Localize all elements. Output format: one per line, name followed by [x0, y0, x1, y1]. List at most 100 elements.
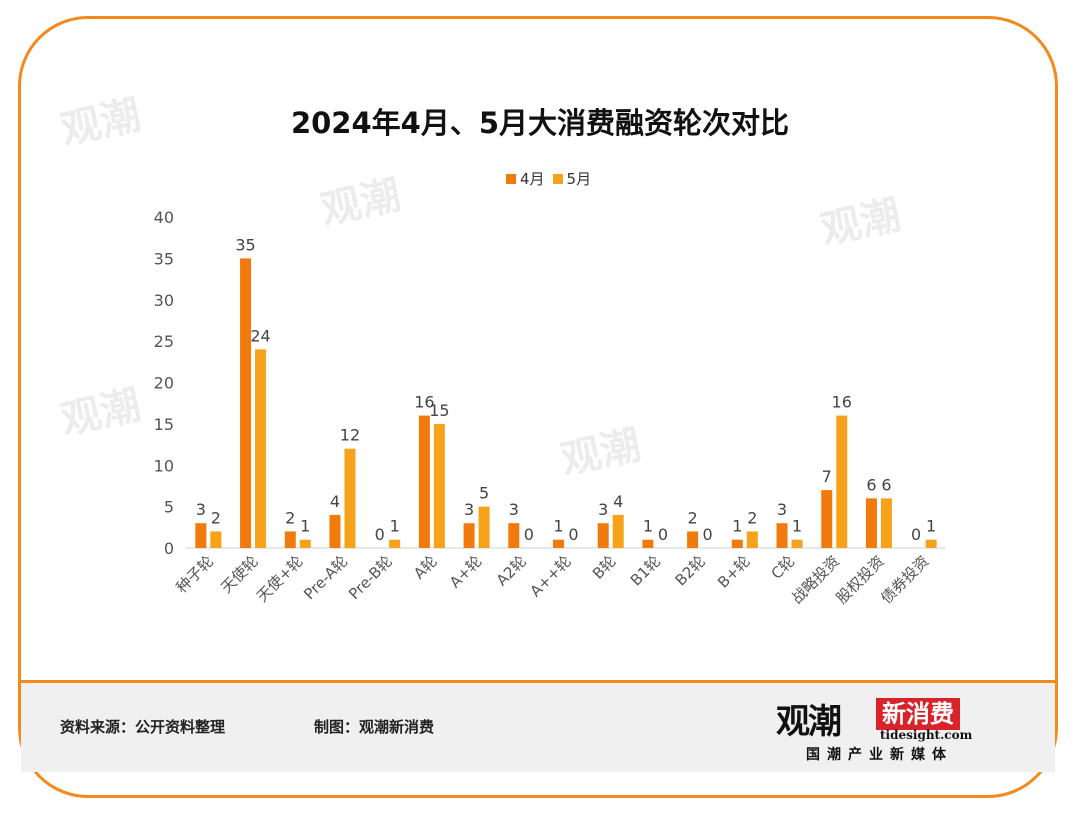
bar-april: [865, 498, 877, 548]
y-tick-label: 25: [154, 332, 174, 351]
x-tick-label: A+轮: [446, 552, 485, 591]
x-tick-label: 战略投资: [788, 552, 843, 607]
x-tick-label: B2轮: [672, 552, 709, 589]
bar-may: [478, 506, 490, 548]
data-label: 3: [509, 500, 519, 519]
bar-april: [240, 258, 252, 548]
y-tick-label: 0: [164, 539, 174, 558]
data-label: 1: [926, 517, 936, 536]
y-tick-label: 30: [154, 291, 174, 310]
bar-may: [836, 415, 848, 548]
x-tick-label: 债券投资: [877, 552, 932, 607]
legend-swatch-april: [506, 173, 516, 184]
x-tick-label: 天使+轮: [253, 552, 306, 605]
bar-april: [731, 539, 743, 548]
data-label: 0: [524, 525, 534, 544]
data-label: 24: [250, 326, 270, 345]
maker-note: 制图：观潮新消费: [314, 718, 435, 736]
legend: 4月 5月: [506, 168, 591, 189]
y-tick-label: 5: [164, 498, 174, 517]
data-label: 2: [211, 508, 221, 527]
x-tick-label: C轮: [768, 552, 799, 583]
data-label: 3: [598, 500, 608, 519]
data-label: 1: [792, 517, 802, 536]
bar-april: [195, 523, 207, 548]
x-tick-label: 股权投资: [833, 552, 888, 607]
data-label: 1: [643, 517, 653, 536]
logo-url: tidesight.com: [880, 728, 973, 742]
y-tick-label: 20: [154, 374, 174, 393]
logo-main-text: 观潮: [776, 702, 842, 742]
data-label: 0: [568, 525, 578, 544]
bar-may: [746, 531, 758, 548]
bar-may: [880, 498, 892, 548]
bar-may: [791, 539, 803, 548]
data-label: 1: [553, 517, 563, 536]
chart-frame: [18, 16, 1058, 798]
x-tick-label: Pre-B轮: [345, 552, 396, 603]
data-label: 2: [747, 508, 757, 527]
bar-may: [433, 423, 445, 548]
data-label: 15: [429, 401, 449, 420]
legend-item-may: 5月: [552, 168, 592, 189]
bar-april: [463, 523, 475, 548]
data-label: 0: [703, 525, 713, 544]
data-label: 6: [881, 475, 891, 494]
bar-april: [687, 531, 699, 548]
legend-item-april: 4月: [506, 168, 545, 189]
brand-logo: 观潮 新消费 tidesight.com 国潮产业新媒体: [776, 694, 1006, 766]
bar-april: [418, 415, 430, 548]
data-label: 3: [777, 500, 787, 519]
data-label: 4: [613, 492, 623, 511]
bar-april: [284, 531, 296, 548]
data-label: 0: [375, 525, 385, 544]
y-tick-label: 15: [154, 415, 174, 434]
y-tick-label: 40: [154, 208, 174, 227]
data-label: 0: [658, 525, 668, 544]
data-label: 5: [479, 484, 489, 503]
x-tick-label: A轮: [410, 552, 441, 583]
data-label: 35: [235, 235, 255, 254]
x-tick-label: A++轮: [526, 552, 574, 600]
x-tick-label: B轮: [589, 552, 620, 583]
data-label: 16: [414, 393, 434, 412]
data-label: 1: [390, 517, 400, 536]
bar-may: [210, 531, 222, 548]
chart-title: 2024年4月、5月大消费融资轮次对比: [290, 106, 790, 140]
data-label: 7: [822, 467, 832, 486]
bar-april: [597, 523, 609, 548]
data-label: 3: [464, 500, 474, 519]
bar-may: [255, 349, 267, 548]
legend-label-may: 5月: [566, 170, 592, 188]
data-label: 2: [688, 508, 698, 527]
data-label: 3: [196, 500, 206, 519]
bar-may: [612, 514, 624, 548]
bar-april: [776, 523, 788, 548]
bar-april: [642, 539, 654, 548]
data-label: 1: [732, 517, 742, 536]
x-tick-label: Pre-A轮: [300, 552, 351, 603]
bar-may: [344, 448, 356, 548]
data-label: 1: [300, 517, 310, 536]
data-label: 0: [911, 525, 921, 544]
bar-may: [925, 539, 937, 548]
bar-may: [389, 539, 401, 548]
bar-april: [553, 539, 564, 548]
data-label: 16: [832, 393, 852, 412]
y-tick-label: 10: [154, 456, 174, 475]
bar-april: [508, 523, 520, 548]
logo-red-text: 新消费: [876, 698, 960, 730]
legend-label-april: 4月: [520, 170, 545, 188]
data-label: 2: [285, 508, 295, 527]
logo-tagline: 国潮产业新媒体: [806, 747, 953, 763]
legend-swatch-may: [552, 173, 563, 184]
y-tick-label: 35: [154, 249, 174, 268]
data-label: 6: [866, 475, 876, 494]
bar-may: [299, 539, 311, 548]
source-note: 资料来源：公开资料整理: [60, 718, 226, 736]
data-label: 4: [330, 492, 340, 511]
bar-april: [329, 514, 341, 548]
x-tick-label: 种子轮: [173, 552, 218, 597]
x-tick-label: A2轮: [493, 552, 530, 589]
